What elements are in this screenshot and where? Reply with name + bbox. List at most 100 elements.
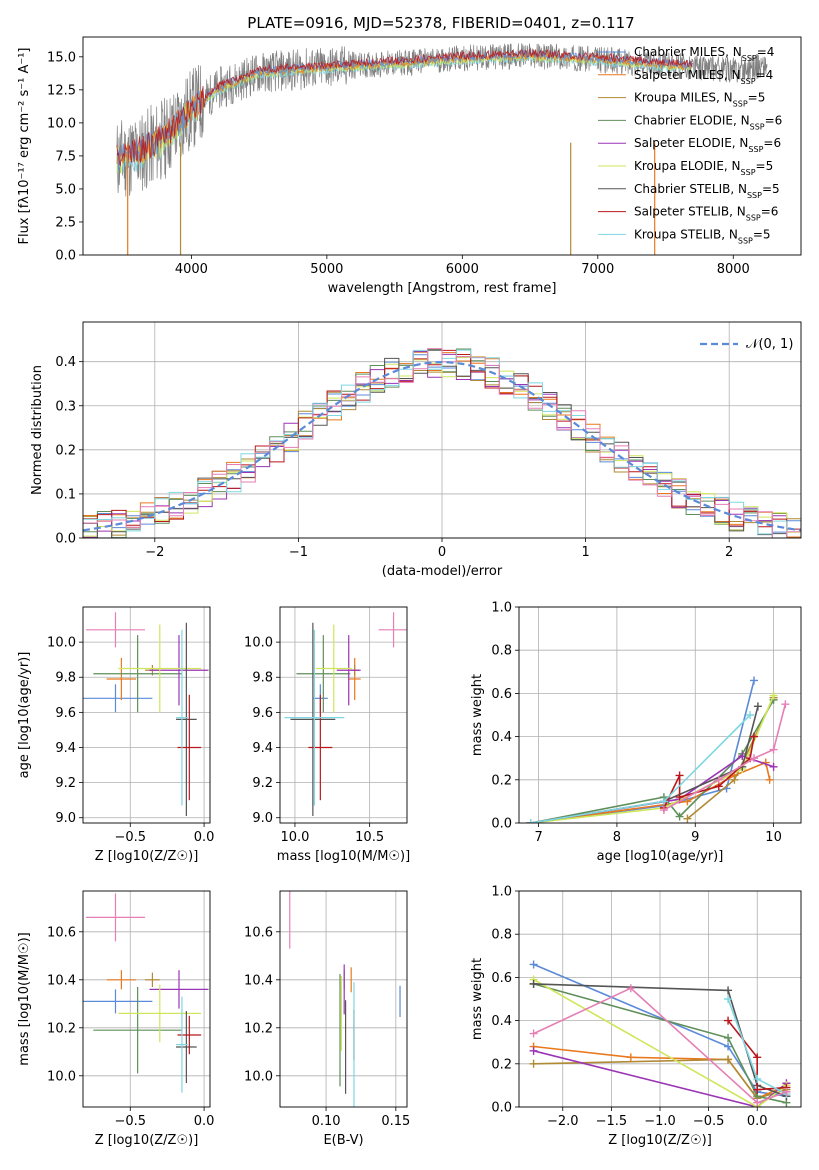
x-axis-label: Z [log10(Z/Z☉)] bbox=[608, 1133, 712, 1148]
x-tick-label: 0.0 bbox=[747, 1114, 768, 1129]
weight-marker bbox=[769, 691, 778, 700]
y-tick-label: 9.2 bbox=[252, 776, 273, 791]
x-tick-label: −2 bbox=[145, 545, 164, 560]
weight-marker bbox=[724, 995, 733, 1003]
panel-residuals: −2 −1 0 1 2 0.0 0.1 0.2 0.3 0.4 (data-model)/error… bbox=[30, 321, 802, 579]
weight-marker bbox=[781, 700, 790, 709]
y-tick-label: 0.0 bbox=[55, 249, 76, 264]
weight-marker bbox=[746, 711, 755, 719]
weight-marker bbox=[683, 797, 692, 806]
y-tick-label: 9.8 bbox=[252, 671, 273, 686]
x-tick-label: −0.5 bbox=[693, 1114, 725, 1129]
weight-line bbox=[530, 755, 774, 823]
figure-title: PLATE=0916, MJD=52378, FIBERID=0401, z=0… bbox=[247, 14, 634, 32]
weight-marker bbox=[753, 702, 762, 711]
panel-age-vs-z: −0.5 0.0 9.0 9.2 9.4 9.6 9.8 10.0 Z [log10(Z/Z☉)… bbox=[17, 606, 214, 864]
model-spectrum-line bbox=[116, 51, 693, 165]
x-axis-label: wavelength [Angstrom, rest frame] bbox=[328, 281, 557, 296]
model-spectrum-line bbox=[116, 54, 693, 173]
weight-marker bbox=[750, 754, 758, 763]
y-tick-label: 0.8 bbox=[491, 928, 512, 943]
panel-weight-vs-z: −2.0 −1.5 −1.0 −0.5 0.0 0.0 0.2 0.4 0.6 0.8 1.0 Z [… bbox=[470, 885, 802, 1148]
axes-frame bbox=[82, 36, 802, 256]
weight-marker bbox=[675, 812, 684, 821]
weight-marker bbox=[765, 775, 774, 784]
y-tick-label: 10.4 bbox=[47, 973, 76, 988]
axes-frame bbox=[279, 890, 408, 1108]
x-axis-label: mass [log10(M/M☉)] bbox=[277, 849, 410, 864]
y-tick-label: 0.2 bbox=[491, 1057, 512, 1072]
y-tick-label: 0.0 bbox=[491, 817, 512, 832]
x-tick-label: 8000 bbox=[717, 262, 750, 277]
y-tick-label: 0.1 bbox=[55, 487, 76, 502]
y-axis-label: Normed distribution bbox=[30, 365, 45, 495]
weight-marker bbox=[529, 1059, 538, 1068]
model-spectrum-line bbox=[116, 49, 693, 171]
plot-area bbox=[529, 960, 791, 1107]
legend-entry: Salpeter ELODIE, NSSP=6 bbox=[634, 136, 781, 154]
y-tick-label: 10.2 bbox=[47, 1021, 76, 1036]
y-tick-label: 10.2 bbox=[244, 1021, 273, 1036]
y-tick-label: 7.5 bbox=[55, 149, 76, 164]
axes-frame bbox=[82, 321, 802, 539]
weight-marker bbox=[750, 732, 758, 741]
weight-marker bbox=[750, 676, 758, 685]
legend-entry: Salpeter STELIB, NSSP=6 bbox=[634, 205, 778, 223]
y-tick-label: 9.0 bbox=[55, 811, 76, 826]
x-tick-label: −1.0 bbox=[644, 1114, 676, 1129]
weight-marker bbox=[753, 1085, 762, 1094]
model-spectrum-line bbox=[116, 52, 693, 174]
y-tick-label: 0.6 bbox=[491, 971, 512, 986]
y-tick-label: 10.0 bbox=[47, 1069, 76, 1084]
y-tick-label: 10.0 bbox=[47, 116, 76, 131]
weight-marker bbox=[769, 762, 778, 771]
plot-area bbox=[526, 676, 790, 823]
weight-marker bbox=[626, 1053, 635, 1062]
y-tick-label: 10.0 bbox=[244, 636, 273, 651]
y-tick-label: 1.0 bbox=[491, 885, 512, 900]
y-tick-label: 2.5 bbox=[55, 215, 76, 230]
weight-marker bbox=[626, 984, 635, 993]
weight-marker bbox=[529, 979, 538, 988]
x-tick-label: 10.5 bbox=[355, 830, 384, 845]
x-tick-label: 9 bbox=[691, 830, 699, 845]
legend-entry: Chabrier STELIB, NSSP=5 bbox=[634, 182, 780, 200]
axes-frame bbox=[82, 606, 211, 824]
x-tick-label: 0.15 bbox=[381, 1114, 410, 1129]
y-axis-label: mass weight bbox=[470, 958, 485, 1040]
plot-area bbox=[83, 893, 209, 1093]
x-tick-label: 5000 bbox=[310, 262, 343, 277]
y-tick-label: 9.8 bbox=[55, 671, 76, 686]
x-tick-label: 0.0 bbox=[194, 1114, 215, 1129]
legend-entry: Kroupa STELIB, NSSP=5 bbox=[634, 227, 771, 245]
legend-entry: Kroupa ELODIE, NSSP=5 bbox=[634, 159, 773, 177]
x-tick-label: −2.0 bbox=[547, 1114, 579, 1129]
y-tick-label: 10.0 bbox=[47, 636, 76, 651]
weight-line bbox=[533, 1050, 787, 1107]
x-tick-label: −1.5 bbox=[596, 1114, 628, 1129]
x-tick-label: 10.0 bbox=[280, 830, 309, 845]
weight-marker bbox=[683, 814, 692, 823]
x-axis-label: age [log10(age/yr)] bbox=[597, 849, 724, 864]
normal-curve bbox=[83, 360, 801, 532]
weight-line bbox=[533, 983, 787, 1104]
legend-entry: 𝒩(0, 1) bbox=[746, 337, 793, 352]
weight-marker bbox=[724, 1055, 733, 1064]
y-axis-label: age [log10(age/yr)] bbox=[17, 652, 32, 779]
x-tick-label: −0.5 bbox=[114, 1114, 146, 1129]
panel-age-vs-mass: 10.0 10.5 9.0 9.2 9.4 9.6 9.8 10.0 mass [log10(M… bbox=[244, 606, 410, 864]
weight-marker bbox=[753, 1053, 762, 1062]
x-axis-label: Z [log10(Z/Z☉)] bbox=[95, 1133, 199, 1148]
y-tick-label: 10.6 bbox=[244, 925, 273, 940]
weight-marker bbox=[529, 1029, 538, 1038]
x-axis-label: E(B-V) bbox=[323, 1133, 363, 1148]
legend-entry: Chabrier ELODIE, NSSP=6 bbox=[634, 113, 782, 130]
y-tick-label: 0.2 bbox=[55, 443, 76, 458]
legend-entry: Kroupa MILES, NSSP=5 bbox=[634, 91, 765, 109]
x-tick-label: 1 bbox=[581, 545, 589, 560]
weight-line bbox=[530, 699, 775, 823]
x-tick-label: 4000 bbox=[175, 262, 208, 277]
weight-marker bbox=[769, 745, 778, 754]
weight-marker bbox=[675, 793, 684, 802]
x-axis-label: Z [log10(Z/Z☉)] bbox=[95, 849, 199, 864]
